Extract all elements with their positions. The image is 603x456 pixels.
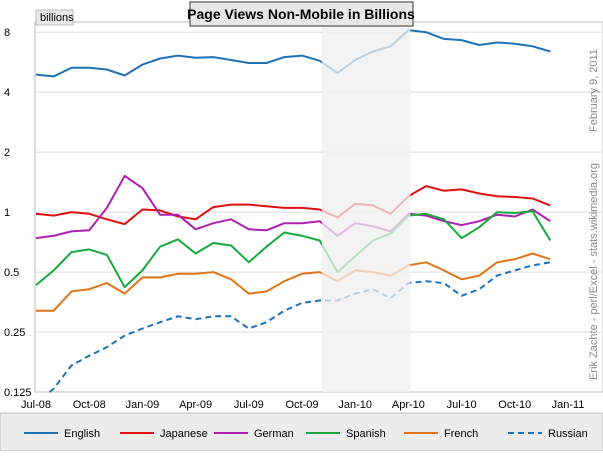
legend-label-spanish: Spanish: [346, 428, 386, 440]
y-tick-label: 1: [4, 207, 10, 219]
x-tick-label: Apr-10: [392, 399, 425, 411]
shaded-period-veil: [321, 23, 411, 391]
x-tick-label: Jul-10: [447, 399, 477, 411]
series-line-french: [36, 252, 551, 312]
x-tick-label: Apr-09: [179, 399, 212, 411]
x-tick-label: Oct-10: [498, 399, 531, 411]
x-tick-label: Jan-11: [552, 399, 585, 411]
legend-label-german: German: [254, 428, 294, 440]
y-tick-labels: 0.125 0.25 0.5 1 2 4 8: [4, 27, 32, 399]
y-tick-label: 0.125: [4, 387, 32, 399]
legend-label-russian: Russian: [548, 428, 588, 440]
y-tick-label: 2: [4, 147, 10, 159]
x-tick-label: Oct-09: [285, 399, 318, 411]
date-text: February 9, 2011: [588, 49, 600, 132]
series-line-japanese: [35, 185, 551, 226]
series-line-german: [35, 174, 551, 240]
x-tick-label: Jul-09: [234, 399, 264, 411]
series-lines: [35, 29, 552, 393]
legend-label-english: English: [64, 428, 100, 440]
series-line-spanish: [35, 210, 552, 289]
series-line-russian: [48, 261, 551, 393]
x-tick-label: Jan-10: [338, 399, 372, 411]
x-tick-label: Jan-09: [126, 399, 160, 411]
y-axis-unit-label-box: billions: [35, 9, 74, 26]
legend-label-french: French: [444, 428, 478, 440]
x-tick-label: Oct-08: [73, 399, 106, 411]
x-tick-labels: Jul-08 Oct-08 Jan-09 Apr-09 Jul-09 Oct-09 Jan-…: [21, 399, 584, 411]
legend-label-japanese: Japanese: [160, 428, 208, 440]
y-tick-label: 4: [4, 87, 10, 99]
shaded-overlay: [321, 23, 411, 391]
credit-text: Erik Zachte - perl/Excel - stats.wikimed…: [588, 163, 600, 380]
chart-title: Page Views Non-Mobile in Billions: [187, 6, 415, 22]
series-line-english: [35, 29, 551, 78]
y-tick-label: 0.5: [4, 267, 19, 279]
legend: English Japanese German Spanish French Russia…: [24, 428, 588, 440]
y-tick-label: 8: [4, 27, 10, 39]
y-tick-label: 0.25: [4, 327, 25, 339]
title-box: Page Views Non-Mobile in Billions: [187, 1, 415, 27]
x-tick-label: Jul-08: [21, 399, 51, 411]
plot-area: [34, 21, 603, 393]
y-axis-label: billions: [40, 12, 74, 24]
